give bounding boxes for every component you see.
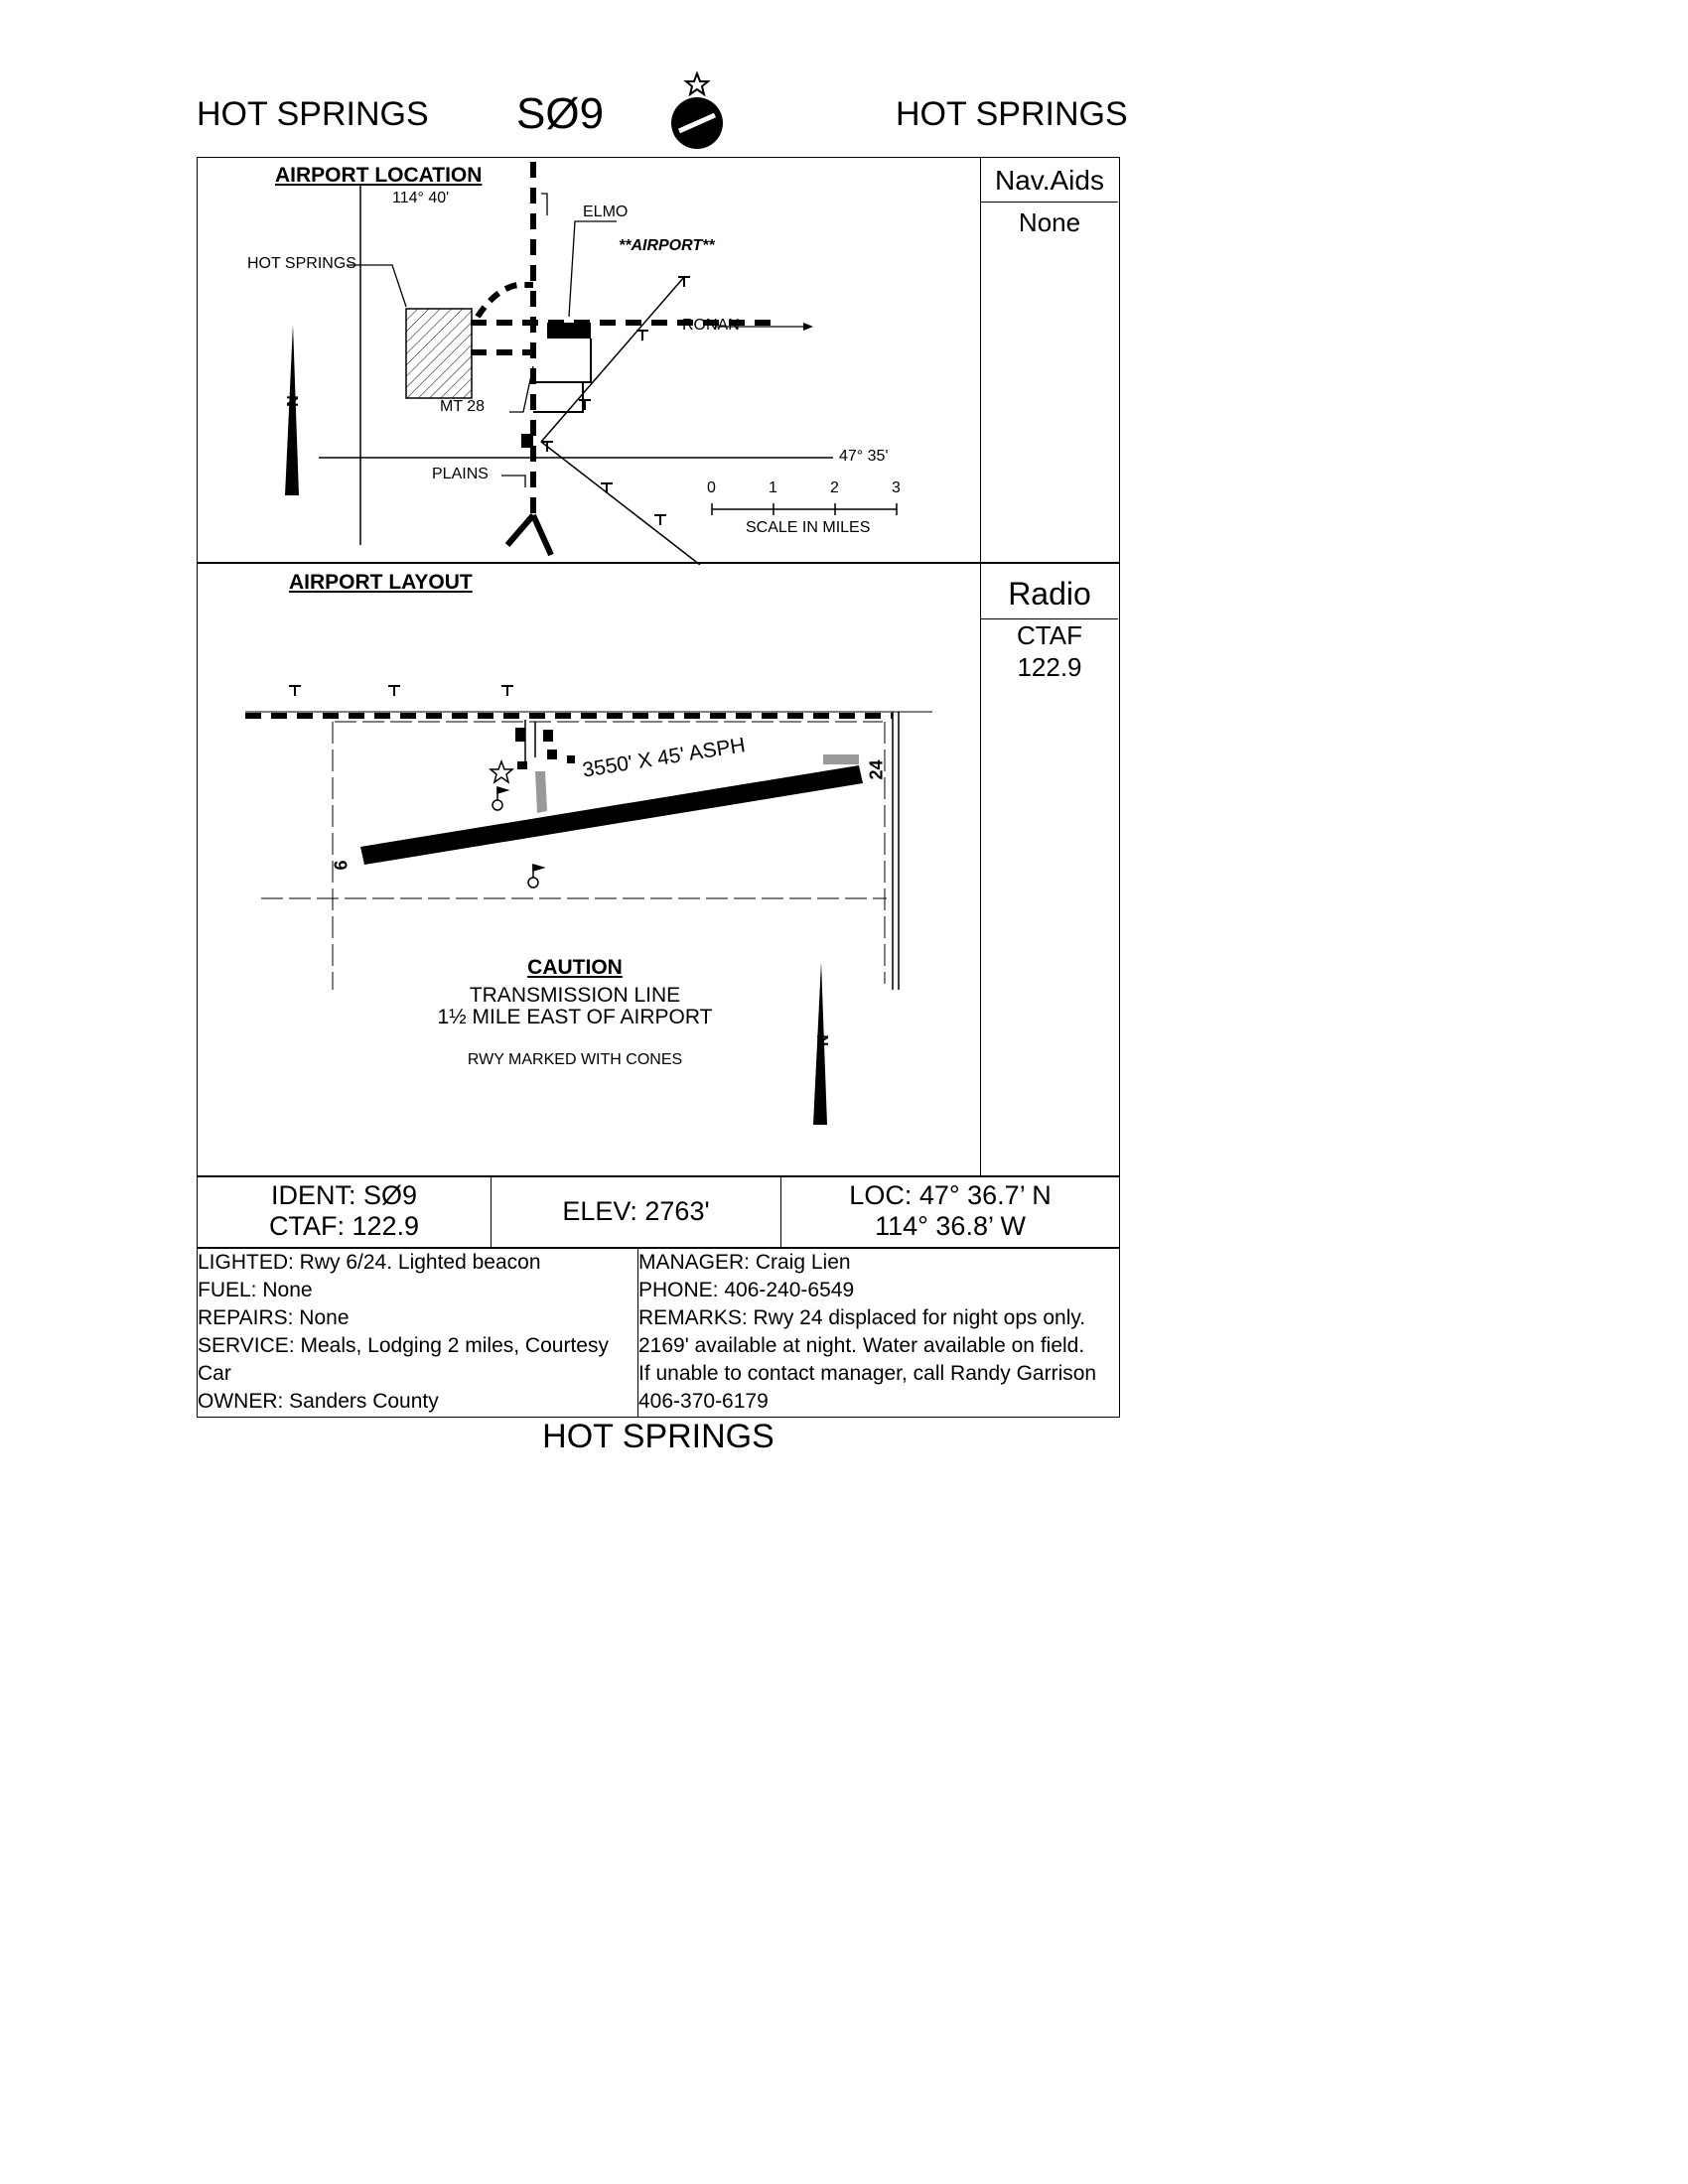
detail-phone: PHONE: 406-240-6549 <box>638 1279 855 1301</box>
radio-title: Radio <box>981 569 1118 619</box>
runway-end-6: 6 <box>331 860 352 871</box>
layout-map-title: AIRPORT LAYOUT <box>289 571 473 594</box>
detail-remarks-3: If unable to contact manager, call Randy… <box>638 1362 1097 1385</box>
navaids-panel: Nav.Aids None <box>981 157 1120 564</box>
navaids-title: Nav.Aids <box>981 160 1118 203</box>
scale-tick-1: 1 <box>769 479 777 496</box>
location-map-title: AIRPORT LOCATION <box>275 164 483 187</box>
latitude-label: 47° 35' <box>839 448 889 465</box>
summary-elev: ELEV: 2763' <box>562 1196 710 1226</box>
radio-panel: Radio CTAF 122.9 <box>981 562 1120 1177</box>
scale-tick-0: 0 <box>707 479 716 496</box>
detail-remarks: REMARKS: Rwy 24 displaced for night ops … <box>638 1306 1086 1329</box>
label-elmo: ELMO <box>583 204 629 220</box>
layout-north-label: N <box>812 1034 830 1046</box>
detail-manager: MANAGER: Craig Lien <box>638 1251 851 1274</box>
summary-elev-cell: ELEV: 2763' <box>492 1176 781 1248</box>
label-mt28: MT 28 <box>440 398 486 415</box>
caution-line-2: 1½ MILE EAST OF AIRPORT <box>437 1006 713 1028</box>
detail-fuel: FUEL: None <box>198 1279 313 1301</box>
header-city-left: HOT SPRINGS <box>197 95 429 133</box>
label-ronan: RONAN <box>682 317 740 334</box>
runway-end-24: 24 <box>866 759 887 780</box>
detail-service-cont: Car <box>198 1362 231 1385</box>
header-ident: SØ9 <box>516 89 605 138</box>
navaids-value: None <box>1018 207 1081 237</box>
label-plains: PLAINS <box>432 466 489 482</box>
location-map-panel: AIRPORT LOCATION 114° 40' ELMO **AIRPORT… <box>197 157 981 565</box>
detail-service: SERVICE: Meals, Lodging 2 miles, Courtes… <box>198 1334 609 1357</box>
longitude-label: 114° 40' <box>392 190 450 206</box>
summary-row: IDENT: SØ9 CTAF: 122.9 ELEV: 2763' LOC: … <box>197 1175 1120 1249</box>
runway-note: RWY MARKED WITH CONES <box>467 1051 683 1068</box>
north-label: N <box>282 395 300 407</box>
detail-repairs: REPAIRS: None <box>198 1306 350 1329</box>
caution-title: CAUTION <box>527 956 623 979</box>
details-left: LIGHTED: Rwy 6/24. Lighted beacon FUEL: … <box>198 1248 638 1417</box>
airport-symbol-icon <box>671 71 723 149</box>
detail-owner: OWNER: Sanders County <box>198 1390 439 1413</box>
details-right: MANAGER: Craig Lien PHONE: 406-240-6549 … <box>638 1248 1119 1417</box>
summary-loc-cell: LOC: 47° 36.7’ N 114° 36.8’ W <box>781 1176 1119 1248</box>
label-airport: **AIRPORT** <box>619 237 715 254</box>
detail-lighted: LIGHTED: Rwy 6/24. Lighted beacon <box>198 1251 541 1274</box>
detail-remarks-4: 406-370-6179 <box>638 1390 769 1413</box>
scale-tick-3: 3 <box>892 479 901 496</box>
summary-loc-lat: LOC: 47° 36.7’ N <box>849 1180 1052 1210</box>
summary-ident: IDENT: SØ9 <box>270 1180 418 1210</box>
details-panel: LIGHTED: Rwy 6/24. Lighted beacon FUEL: … <box>197 1247 1120 1418</box>
label-hot-springs: HOT SPRINGS <box>247 255 356 272</box>
scale-label: SCALE IN MILES <box>746 519 871 536</box>
radio-ctaf-label: CTAF <box>1017 620 1082 650</box>
scale-tick-2: 2 <box>830 479 839 496</box>
summary-ident-cell: IDENT: SØ9 CTAF: 122.9 <box>198 1176 492 1248</box>
caution-line-1: TRANSMISSION LINE <box>469 984 681 1007</box>
header-city-right: HOT SPRINGS <box>896 95 1128 133</box>
radio-ctaf-frequency: 122.9 <box>1017 652 1082 682</box>
summary-loc-lon: 114° 36.8’ W <box>875 1211 1026 1241</box>
detail-remarks-2: 2169' available at night. Water availabl… <box>638 1334 1085 1357</box>
summary-ctaf: CTAF: 122.9 <box>268 1211 420 1241</box>
footer-city: HOT SPRINGS <box>542 1418 774 1455</box>
layout-map-panel: AIRPORT LAYOUT 3550' X 45' ASPH 6 24 CAU… <box>197 562 981 1177</box>
